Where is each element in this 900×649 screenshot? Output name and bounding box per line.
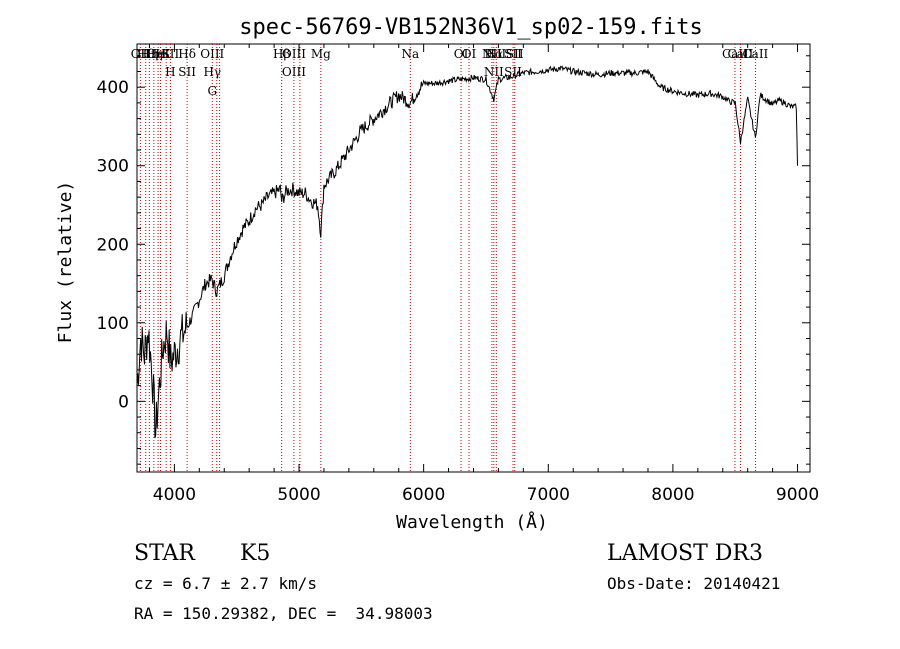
spectral-line-label: CaII bbox=[742, 47, 768, 61]
y-tick-label: 400 bbox=[97, 78, 129, 98]
y-axis-label: Flux (relative) bbox=[55, 181, 76, 344]
spectral-line-label: K bbox=[162, 47, 172, 61]
spectral-line-label: SII bbox=[162, 47, 180, 61]
spectral-line-label: NII bbox=[484, 65, 504, 79]
spectral-line-label: Na bbox=[401, 47, 419, 61]
chart-title: spec-56769-VB152N36V1_sp02-159.fits bbox=[239, 15, 703, 40]
spectral-line-label: NII bbox=[486, 47, 506, 61]
spectral-line-label: SII bbox=[504, 47, 522, 61]
spectral-line-label: Hδ bbox=[178, 47, 196, 61]
spectral-line-label: OIII bbox=[200, 47, 224, 61]
x-tick-label: 4000 bbox=[153, 485, 196, 505]
spectral-line-label: Hγ bbox=[203, 65, 221, 79]
object-subclass: K5 bbox=[240, 541, 271, 566]
spectrum-series-line bbox=[136, 65, 798, 439]
spectral-line-label: HeI bbox=[147, 47, 170, 61]
y-tick-label: 200 bbox=[97, 235, 129, 255]
y-tick-label: 100 bbox=[97, 314, 129, 334]
coordinates-text: RA = 150.29382, DEC = 34.98003 bbox=[134, 604, 433, 623]
object-class: STAR bbox=[134, 541, 195, 566]
spectral-line-label: G bbox=[207, 84, 217, 98]
x-tick-label: 8000 bbox=[651, 485, 694, 505]
spectral-line-label: SII bbox=[178, 65, 196, 79]
obs-date-text: Obs-Date: 20140421 bbox=[607, 574, 781, 593]
x-axis-label: Wavelength (Å) bbox=[396, 511, 548, 533]
spectral-line-label: CaII bbox=[728, 47, 754, 61]
redshift-text: cz = 6.7 ± 2.7 km/s bbox=[134, 574, 318, 593]
spectral-line-label: Hθ bbox=[137, 47, 155, 61]
x-tick-label: 7000 bbox=[527, 485, 570, 505]
y-tick-label: 300 bbox=[97, 157, 129, 177]
survey-name: LAMOST DR3 bbox=[607, 541, 763, 566]
spectral-line-label: NII bbox=[482, 47, 502, 61]
spectral-line-label: Mg bbox=[311, 47, 331, 61]
spectral-line-label: CaII bbox=[722, 47, 748, 61]
spectral-line-label: OIII bbox=[282, 47, 306, 61]
spectral-line-label: H bbox=[165, 65, 175, 79]
x-tick-label: 9000 bbox=[776, 485, 819, 505]
spectral-line-label: SII bbox=[506, 47, 524, 61]
plot-frame bbox=[136, 43, 811, 473]
y-tick-label: 0 bbox=[118, 392, 129, 412]
x-tick-label: 5000 bbox=[277, 485, 320, 505]
x-tick-label: 6000 bbox=[402, 485, 445, 505]
spectral-line-label: OI bbox=[462, 47, 477, 61]
spectral-line-label: Hβ bbox=[273, 47, 290, 61]
spectral-line-label: OI bbox=[454, 47, 469, 61]
spectral-line-label: H bbox=[155, 47, 165, 61]
spectral-line-label: OIII bbox=[282, 65, 306, 79]
spectral-line-label: Hα bbox=[485, 47, 504, 61]
